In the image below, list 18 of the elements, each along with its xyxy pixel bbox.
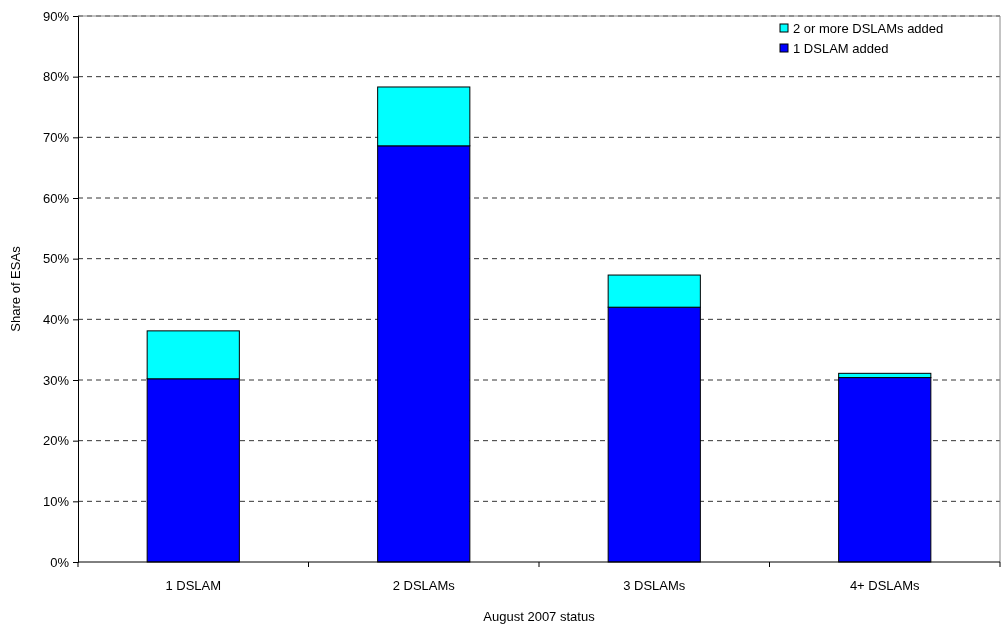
y-tick-label: 50% <box>42 251 70 267</box>
y-tick-label: 20% <box>42 433 70 449</box>
x-axis-title: August 2007 status <box>483 609 596 624</box>
y-tick-label: 70% <box>42 129 70 145</box>
legend-label: 2 or more DSLAMs added <box>793 21 944 36</box>
y-tick-label: 10% <box>42 493 70 509</box>
x-tick-label: 2 DSLAMs <box>392 578 456 593</box>
x-tick-label: 3 DSLAMs <box>623 578 686 593</box>
y-tick-label: 90% <box>42 8 70 24</box>
y-axis-title: Share of ESAs <box>8 245 23 332</box>
x-tick-label: 4+ DSLAMs <box>849 578 921 593</box>
y-tick-label: 60% <box>42 190 70 206</box>
x-tick-label: 1 DSLAM <box>165 578 222 593</box>
y-tick-label: 40% <box>42 311 70 327</box>
y-tick-label: 0% <box>50 554 70 570</box>
legend-label: 1 DSLAM added <box>793 41 889 56</box>
y-tick-label: 80% <box>42 69 70 85</box>
y-tick-label: 30% <box>42 372 70 388</box>
